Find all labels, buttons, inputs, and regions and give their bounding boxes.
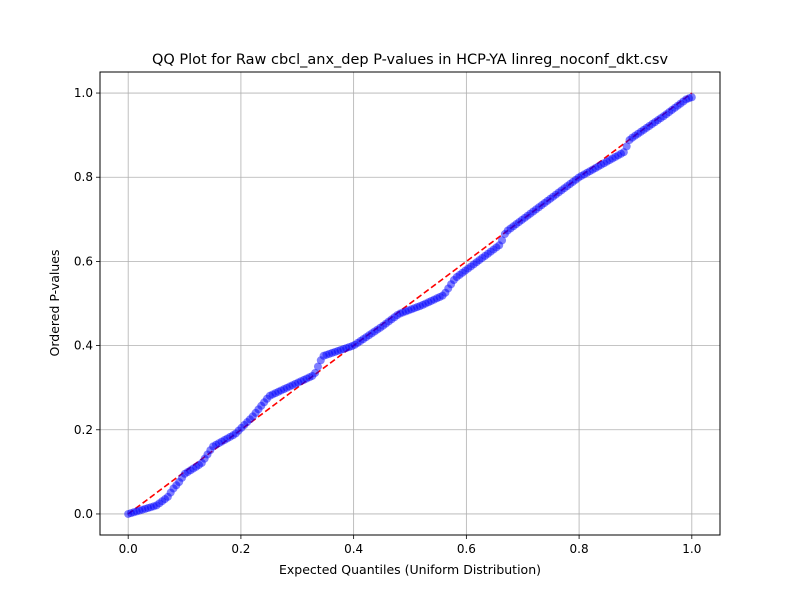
data-points — [124, 93, 696, 518]
y-axis-label: Ordered P-values — [47, 250, 62, 357]
x-tick-label: 0.8 — [570, 542, 589, 556]
x-tick-label: 0.4 — [344, 542, 363, 556]
qq-point — [687, 93, 696, 102]
chart-title: QQ Plot for Raw cbcl_anx_dep P-values in… — [152, 52, 669, 68]
qq-point — [498, 236, 507, 245]
plot-frame — [99, 71, 721, 536]
y-tick-label: 0.4 — [74, 339, 93, 353]
x-tick-label: 0.6 — [457, 542, 476, 556]
y-tick-label: 0.8 — [74, 170, 93, 184]
x-tick-label: 0.2 — [231, 542, 250, 556]
x-tick-label: 1.0 — [682, 542, 701, 556]
qq-point — [311, 368, 320, 377]
x-tick-label: 0.0 — [119, 542, 138, 556]
y-axis-ticks: 0.0 0.2 0.4 0.6 0.8 1.0 — [74, 86, 100, 521]
grid-lines — [100, 72, 720, 535]
qq-point — [313, 362, 322, 371]
y-tick-label: 0.6 — [74, 254, 93, 268]
y-tick-label: 0.0 — [74, 507, 93, 521]
y-tick-label: 0.2 — [74, 423, 93, 437]
x-axis-ticks: 0.0 0.2 0.4 0.6 0.8 1.0 — [119, 535, 701, 556]
x-axis-label: Expected Quantiles (Uniform Distribution… — [279, 562, 541, 577]
y-tick-label: 1.0 — [74, 86, 93, 100]
qq-point — [622, 142, 631, 151]
